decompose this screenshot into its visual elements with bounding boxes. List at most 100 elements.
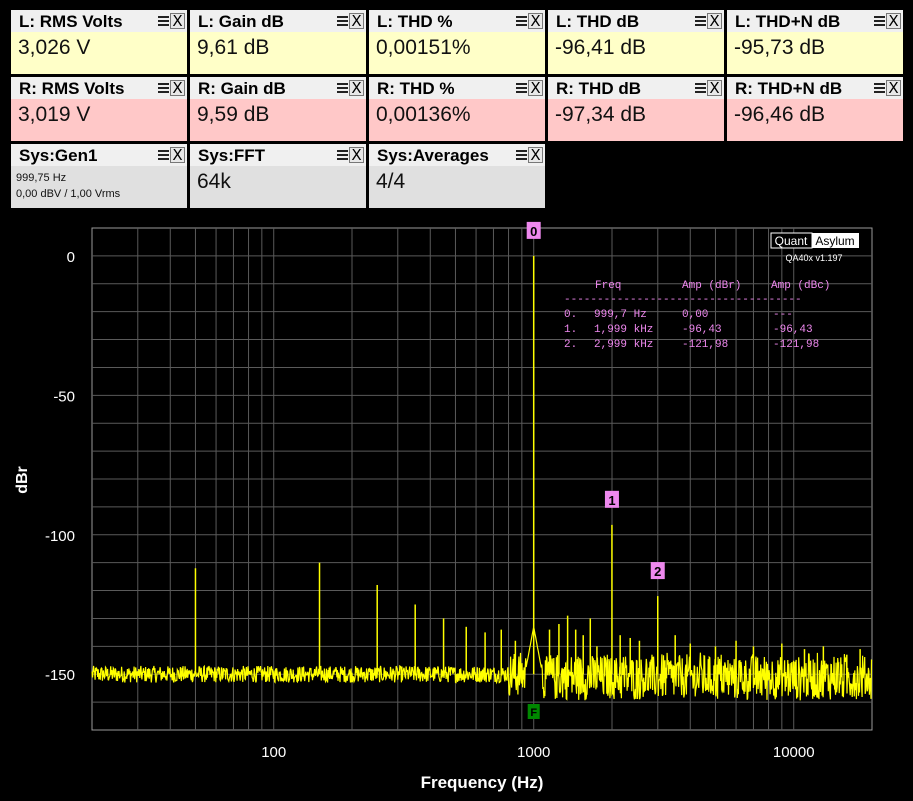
x-tick-label: 100 bbox=[261, 744, 286, 761]
logo-right-text: Asylum bbox=[815, 234, 854, 248]
harmonic-row-index: 1. bbox=[564, 324, 577, 336]
close-icon[interactable]: X bbox=[886, 13, 901, 29]
tile-2: L: THD % X 0,00151% bbox=[369, 10, 545, 74]
menu-icon[interactable] bbox=[158, 83, 169, 93]
tile-header: R: THD dB X bbox=[548, 77, 724, 100]
y-tick-label: -50 bbox=[53, 388, 75, 405]
menu-icon[interactable] bbox=[337, 83, 348, 93]
tile-12: Sys:Averages X 4/4 bbox=[369, 144, 545, 208]
harmonic-row-index: 0. bbox=[564, 309, 577, 321]
harmonic-marker-box bbox=[526, 221, 541, 239]
tile-header: R: Gain dB X bbox=[190, 77, 366, 100]
harmonic-table-separator: ------------------------------------ bbox=[564, 294, 802, 306]
tile-value: -96,46 dB bbox=[734, 103, 826, 126]
tile-value: 64k bbox=[197, 170, 231, 193]
close-icon[interactable]: X bbox=[528, 80, 543, 96]
menu-icon[interactable] bbox=[695, 16, 706, 26]
tile-title: Sys:Averages bbox=[377, 146, 489, 165]
tile-title: L: RMS Volts bbox=[19, 12, 123, 31]
harmonic-marker-label: 2 bbox=[654, 564, 661, 579]
tile-value: 3,026 V bbox=[18, 36, 91, 59]
x-axis-title: Frequency (Hz) bbox=[421, 773, 544, 792]
tile-header: Sys:FFT X bbox=[190, 144, 366, 167]
tile-header: L: THD+N dB X bbox=[727, 10, 903, 33]
tile-9: R: THD+N dB X -96,46 dB bbox=[727, 77, 903, 141]
tile-body bbox=[548, 32, 724, 74]
tile-1: L: Gain dB X 9,61 dB bbox=[190, 10, 366, 74]
menu-icon[interactable] bbox=[516, 150, 527, 160]
tile-title: L: THD+N dB bbox=[735, 12, 841, 31]
close-icon[interactable]: X bbox=[886, 80, 901, 96]
menu-icon[interactable] bbox=[337, 150, 348, 160]
tile-title: R: RMS Volts bbox=[19, 79, 125, 98]
close-icon[interactable]: X bbox=[349, 13, 364, 29]
tile-value: 4/4 bbox=[376, 170, 406, 193]
tile-body bbox=[11, 99, 187, 141]
harmonic-row-freq: 999,7 Hz bbox=[594, 309, 647, 321]
tile-header: L: RMS Volts X bbox=[11, 10, 187, 33]
close-icon[interactable]: X bbox=[707, 80, 722, 96]
menu-icon[interactable] bbox=[337, 16, 348, 26]
tile-header: R: RMS Volts X bbox=[11, 77, 187, 100]
harmonic-row-dbr: 0,00 bbox=[682, 309, 708, 321]
close-icon[interactable]: X bbox=[528, 13, 543, 29]
harmonic-row-freq: 2,999 kHz bbox=[594, 339, 653, 351]
tile-value: 0,00136% bbox=[376, 103, 471, 126]
tile-value: -95,73 dB bbox=[734, 36, 826, 59]
harmonic-row-freq: 1,999 kHz bbox=[594, 324, 653, 336]
menu-icon[interactable] bbox=[695, 83, 706, 93]
tile-body bbox=[190, 32, 366, 74]
menu-icon[interactable] bbox=[874, 83, 885, 93]
tile-header: L: Gain dB X bbox=[190, 10, 366, 33]
menu-icon[interactable] bbox=[874, 16, 885, 26]
tile-body bbox=[369, 99, 545, 141]
close-icon[interactable]: X bbox=[707, 13, 722, 29]
tile-header: L: THD % X bbox=[369, 10, 545, 33]
menu-icon[interactable] bbox=[516, 16, 527, 26]
tile-value: 3,019 V bbox=[18, 103, 91, 126]
generator-level: 0,00 dBV / 1,00 Vrms bbox=[16, 188, 121, 200]
fundamental-marker-label: F bbox=[530, 707, 537, 719]
tile-body bbox=[548, 99, 724, 141]
tile-value: -97,34 dB bbox=[555, 103, 647, 126]
close-icon[interactable]: X bbox=[349, 147, 364, 163]
tile-header: L: THD dB X bbox=[548, 10, 724, 33]
tile-body bbox=[190, 99, 366, 141]
tile-11: Sys:FFT X 64k bbox=[190, 144, 366, 208]
tile-10: Sys:Gen1 X 999,75 Hz 0,00 dBV / 1,00 Vrms bbox=[11, 144, 187, 208]
harmonic-row-dbc: -121,98 bbox=[773, 339, 819, 351]
harmonic-marker-label: 1 bbox=[608, 493, 615, 508]
harmonic-marker-label: 0 bbox=[530, 224, 537, 239]
harmonic-marker-box bbox=[650, 562, 665, 580]
tile-0: L: RMS Volts X 3,026 V bbox=[11, 10, 187, 74]
y-axis-title: dBr bbox=[14, 466, 31, 494]
tile-3: L: THD dB X -96,41 dB bbox=[548, 10, 724, 74]
tile-title: Sys:FFT bbox=[198, 146, 266, 165]
tile-header: Sys:Averages X bbox=[369, 144, 545, 167]
close-icon[interactable]: X bbox=[528, 147, 543, 163]
close-icon[interactable]: X bbox=[170, 147, 185, 163]
close-icon[interactable]: X bbox=[170, 80, 185, 96]
harmonic-row-dbc: --- bbox=[773, 309, 793, 321]
menu-icon[interactable] bbox=[158, 150, 169, 160]
harmonic-table-header: Freq bbox=[595, 280, 621, 292]
close-icon[interactable]: X bbox=[349, 80, 364, 96]
generator-frequency: 999,75 Hz bbox=[16, 172, 67, 184]
close-icon[interactable]: X bbox=[170, 13, 185, 29]
menu-icon[interactable] bbox=[158, 16, 169, 26]
tile-title: L: THD % bbox=[377, 12, 453, 31]
y-tick-label: 0 bbox=[67, 249, 75, 266]
tile-title: R: THD dB bbox=[556, 79, 641, 98]
logo-left-text: Quant bbox=[775, 234, 808, 248]
version-label: QA40x v1.197 bbox=[785, 253, 842, 263]
harmonic-row-index: 2. bbox=[564, 339, 577, 351]
tile-8: R: THD dB X -97,34 dB bbox=[548, 77, 724, 141]
fundamental-marker-box bbox=[527, 704, 540, 719]
y-tick-label: -100 bbox=[45, 528, 75, 545]
logo-right-box bbox=[812, 233, 859, 248]
menu-icon[interactable] bbox=[516, 83, 527, 93]
y-tick-label: -150 bbox=[45, 667, 75, 684]
tile-body bbox=[190, 166, 366, 208]
tile-4: L: THD+N dB X -95,73 dB bbox=[727, 10, 903, 74]
